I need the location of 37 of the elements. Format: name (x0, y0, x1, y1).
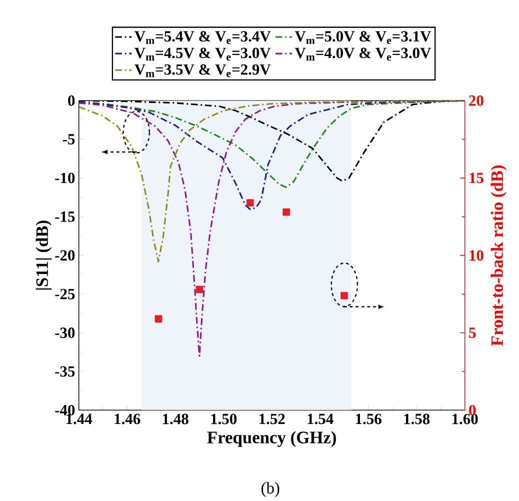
y2-tick-label: 10 (470, 250, 484, 261)
point (340, 292, 348, 300)
y-tick-label: -40 (55, 404, 75, 416)
legend-label: V$_{m}$=4.5V & V$_{e}$=3.0V (134, 48, 271, 61)
y2-tick-label: 5 (469, 328, 476, 338)
y-axis-title: |S11| (dB) (36, 220, 52, 290)
x-axis-title: Frequency (GHz) (207, 431, 336, 447)
x-tick-label: 1.56 (356, 414, 382, 424)
x-tick-label: 1.50 (211, 414, 237, 424)
x-tick-label: 1.52 (260, 414, 285, 424)
x-tick-label: 1.48 (163, 414, 188, 424)
x-tick-label: 1.44 (66, 414, 92, 424)
y-tick-label: -30 (55, 328, 75, 338)
legend-label: V$_{m}$=4.0V & V$_{e}$=3.0V (294, 48, 432, 61)
y-tick-label: -35 (55, 366, 75, 377)
y2-tick-label: 0 (469, 404, 476, 416)
x-tick-label: 1.58 (404, 414, 430, 424)
point (154, 315, 162, 322)
x-tick-label: 1.46 (114, 414, 140, 424)
legend-label: V$_{m}$=3.5V & V$_{e}$=2.9V (134, 64, 271, 78)
y-tick-label: -20 (55, 250, 75, 261)
y-tick-label: -25 (55, 288, 75, 300)
point (282, 208, 290, 216)
x-tick-label: 1.60 (452, 414, 478, 424)
legend-label: V$_{m}$=5.0V & V$_{e}$=3.1V (294, 31, 432, 44)
y-tick-label: -10 (55, 172, 75, 184)
y-tick-label: -15 (55, 211, 75, 222)
y-tick-label: -5 (62, 134, 75, 144)
legend-label: V$_{m}$=5.4V & V$_{e}$=3.4V (134, 31, 271, 44)
y2-axis-title: Front-to-back ratio (dB) (490, 165, 507, 346)
y-tick-label: 0 (68, 95, 75, 106)
point (196, 286, 204, 294)
point (246, 199, 254, 206)
y2-tick-label: 15 (470, 172, 484, 184)
y2-tick-label: 20 (469, 95, 484, 106)
x-tick-label: 1.54 (308, 414, 334, 424)
text: (b) (262, 482, 280, 497)
